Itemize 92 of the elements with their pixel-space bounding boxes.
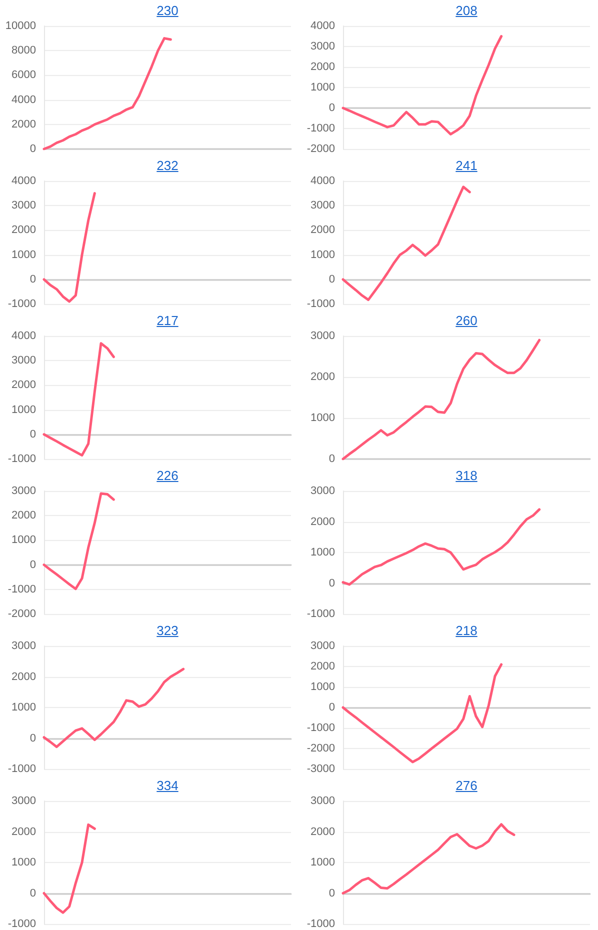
line-series — [342, 338, 541, 460]
y-tick-label: 2000 — [310, 371, 335, 383]
y-tick-label: 6000 — [12, 69, 36, 82]
y-tick-label: 1000 — [310, 82, 335, 94]
y-tick-label: -1000 — [306, 298, 335, 310]
y-tick-label: -1000 — [306, 722, 335, 734]
y-tick-label: 0 — [30, 428, 36, 440]
y-tick-label: 1000 — [12, 248, 36, 261]
y-tick-label: 10000 — [5, 20, 36, 32]
chart-title: 276 — [454, 777, 478, 795]
y-tick-label: -2000 — [306, 742, 335, 754]
y-tick-label: 2000 — [12, 670, 36, 683]
chart-title: 217 — [156, 312, 180, 330]
y-tick-label: -1000 — [8, 763, 36, 775]
y-tick-label: 2000 — [12, 224, 36, 236]
y-tick-label: 2000 — [310, 61, 335, 73]
line-series — [342, 508, 541, 586]
y-tick-label: 1000 — [12, 534, 36, 546]
y-tick-label: 4000 — [12, 175, 36, 187]
y-tick-label: 1000 — [310, 856, 335, 868]
y-tick-label: 4000 — [12, 330, 36, 342]
y-tick-label: 4000 — [12, 94, 36, 106]
y-tick-label: 8000 — [12, 44, 36, 57]
y-tick-label: 3000 — [310, 795, 335, 807]
y-tick-label: 1000 — [310, 248, 335, 261]
y-tick-label: 3000 — [12, 354, 36, 367]
y-tick-label: -1000 — [8, 298, 36, 310]
chart-title: 260 — [454, 312, 478, 330]
y-tick-label: 4000 — [310, 20, 335, 32]
y-tick-label: 3000 — [310, 200, 335, 212]
y-tick-label: -2000 — [8, 608, 36, 620]
y-tick-label: 2000 — [12, 510, 36, 522]
y-tick-label: 0 — [328, 273, 335, 286]
y-tick-label: -1000 — [306, 608, 335, 620]
y-tick-label: 0 — [328, 702, 335, 714]
line-series — [342, 35, 503, 136]
y-tick-label: 0 — [30, 273, 36, 286]
y-tick-label: 1000 — [310, 546, 335, 558]
y-tick-label: 0 — [30, 558, 36, 571]
y-tick-label: -1000 — [8, 453, 36, 465]
y-tick-label: 2000 — [310, 224, 335, 236]
y-tick-label: 1000 — [310, 681, 335, 693]
y-tick-label: 3000 — [12, 200, 36, 212]
y-tick-label: 2000 — [310, 826, 335, 838]
line-series — [42, 192, 96, 303]
y-tick-label: 1000 — [12, 856, 36, 868]
line-series — [42, 823, 96, 914]
line-series — [342, 823, 516, 894]
y-tick-label: 2000 — [12, 118, 36, 130]
line-series — [342, 186, 471, 302]
chart-title: 232 — [156, 157, 180, 175]
y-tick-label: 2000 — [310, 516, 335, 528]
y-tick-label: -2000 — [306, 143, 335, 155]
y-tick-label: 4000 — [310, 175, 335, 187]
y-tick-label: 2000 — [12, 379, 36, 392]
chart-title: 334 — [156, 777, 180, 795]
line-series — [42, 37, 172, 150]
y-tick-label: 3000 — [310, 330, 335, 342]
chart-title: 318 — [454, 467, 478, 485]
chart-title: 241 — [454, 157, 478, 175]
line-series — [42, 342, 115, 457]
y-tick-label: 0 — [30, 732, 36, 744]
y-tick-label: -3000 — [306, 763, 335, 775]
y-tick-label: 3000 — [12, 640, 36, 652]
chart-title: 323 — [156, 622, 180, 640]
y-tick-label: 1000 — [12, 404, 36, 416]
y-tick-label: 1000 — [310, 412, 335, 424]
y-tick-label: -1000 — [8, 918, 36, 930]
y-tick-label: 2000 — [310, 660, 335, 672]
y-tick-label: 0 — [328, 887, 335, 900]
y-tick-label: 2000 — [12, 826, 36, 838]
y-tick-label: -1000 — [306, 122, 335, 134]
y-tick-label: 0 — [328, 577, 335, 590]
chart-title: 208 — [454, 2, 478, 20]
y-tick-label: 0 — [328, 102, 335, 114]
y-tick-label: 3000 — [12, 795, 36, 807]
chart-title: 226 — [156, 467, 180, 485]
y-tick-label: 3000 — [310, 40, 335, 52]
y-tick-label: -1000 — [8, 583, 36, 596]
chart-title: 230 — [156, 2, 180, 20]
y-tick-label: 0 — [328, 453, 335, 465]
chart-title: 218 — [454, 622, 478, 640]
y-tick-label: 3000 — [310, 640, 335, 652]
y-tick-label: 3000 — [310, 485, 335, 497]
y-tick-label: 0 — [30, 143, 36, 155]
y-tick-label: 3000 — [12, 485, 36, 497]
line-series — [342, 663, 503, 764]
y-tick-label: 1000 — [12, 702, 36, 714]
line-series — [42, 668, 185, 748]
line-series — [42, 492, 115, 590]
y-tick-label: 0 — [30, 887, 36, 900]
y-tick-label: -1000 — [306, 918, 335, 930]
